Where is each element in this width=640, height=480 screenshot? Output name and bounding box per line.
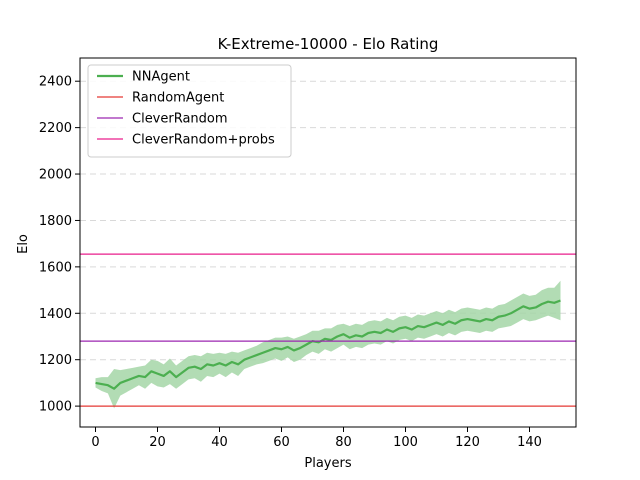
- series-line-nnagent: [95, 299, 561, 390]
- y-tick-label: 2200: [39, 121, 72, 136]
- x-tick-label: 60: [273, 435, 290, 450]
- x-tick-label: 120: [455, 435, 480, 450]
- legend-label: CleverRandom+probs: [132, 133, 275, 148]
- x-tick-label: 80: [335, 435, 352, 450]
- x-axis-label: Players: [304, 456, 351, 471]
- legend-label: RandomAgent: [132, 91, 224, 106]
- y-axis-label: Elo: [16, 234, 31, 254]
- y-tick-label: 1400: [39, 307, 72, 322]
- x-tick-label: 20: [149, 435, 166, 450]
- legend-box: [87, 64, 292, 158]
- y-tick-label: 1800: [39, 214, 72, 229]
- plot-frame: [79, 57, 577, 428]
- y-tick-label: 1000: [39, 400, 72, 415]
- legend: NNAgent RandomAgent CleverRandom CleverRand…: [87, 64, 292, 158]
- y-tick-label: 2400: [39, 75, 72, 90]
- x-tick-label: 0: [91, 435, 99, 450]
- chart-title: K-Extreme-10000 - Elo Rating: [218, 35, 439, 53]
- y-tick-label: 1200: [39, 353, 72, 368]
- legend-label: NNAgent: [132, 70, 190, 85]
- legend-label: CleverRandom: [132, 112, 228, 127]
- x-tick-label: 100: [393, 435, 418, 450]
- series-layer: [80, 253, 576, 409]
- nnagent-confidence-band: [95, 280, 561, 409]
- y-tick-label: 1600: [39, 260, 72, 275]
- y-tick-label: 2000: [39, 168, 72, 183]
- x-tick-label: 140: [517, 435, 542, 450]
- x-tick-label: 40: [211, 435, 228, 450]
- axes-layer: 0 20 40 60 80 100 120 140 1000 1200 1400 1600 1800 20…: [39, 57, 577, 450]
